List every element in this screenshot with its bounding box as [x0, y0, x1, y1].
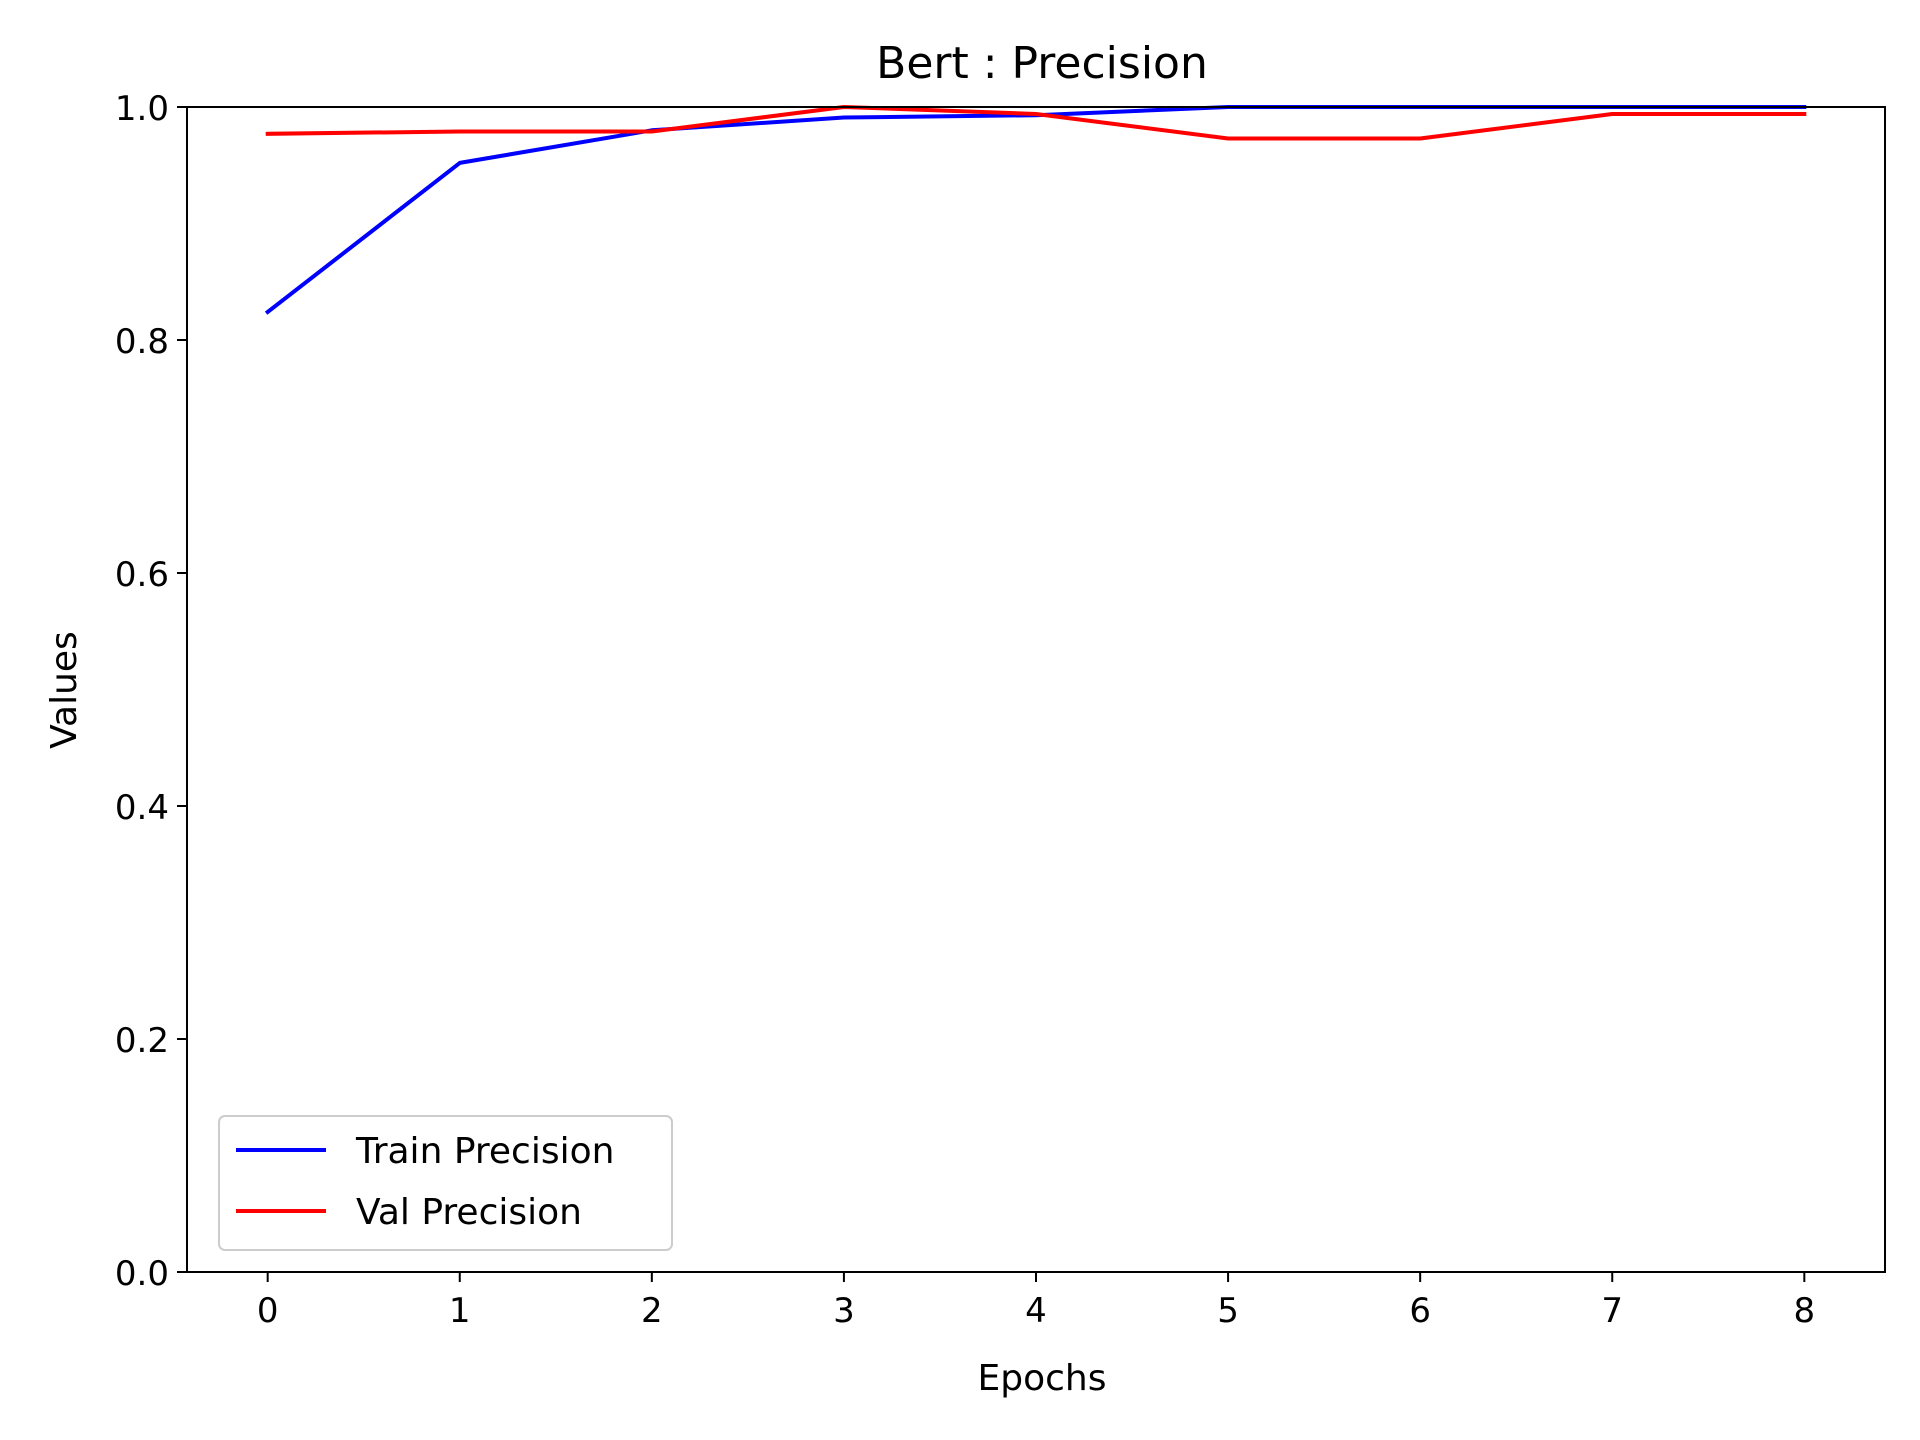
y-tick-label: 1.0 [115, 89, 169, 129]
series-line-val-precision [265, 105, 1807, 141]
chart-title: Bert : Precision [876, 38, 1208, 89]
x-tick-label: 8 [1794, 1291, 1816, 1331]
legend-label-train-precision: Train Precision [355, 1131, 614, 1172]
x-tick-label: 5 [1217, 1291, 1239, 1331]
legend: Train Precision Val Precision [218, 1115, 673, 1251]
x-tick-label: 0 [257, 1291, 279, 1331]
x-axis-ticks: 0 1 2 3 4 5 6 7 8 [257, 1272, 1815, 1331]
x-tick-label: 6 [1409, 1291, 1431, 1331]
y-tick-label: 0.2 [115, 1021, 169, 1061]
y-tick-label: 0.6 [115, 555, 169, 595]
y-tick-label: 0.0 [115, 1254, 169, 1294]
y-axis-ticks: 0.0 0.2 0.4 0.6 0.8 1.0 [115, 89, 187, 1294]
legend-label-val-precision: Val Precision [356, 1192, 582, 1233]
x-tick-label: 1 [449, 1291, 471, 1331]
plot-frame [186, 106, 1886, 1273]
legend-box [218, 1115, 673, 1251]
y-tick-label: 0.4 [115, 788, 169, 828]
x-tick-label: 4 [1025, 1291, 1047, 1331]
x-axis-label: Epochs [978, 1358, 1107, 1399]
y-tick-label: 0.8 [115, 322, 169, 362]
y-axis-label: Values [44, 631, 85, 749]
x-tick-label: 3 [833, 1291, 855, 1331]
x-tick-label: 7 [1601, 1291, 1623, 1331]
x-tick-label: 2 [641, 1291, 663, 1331]
